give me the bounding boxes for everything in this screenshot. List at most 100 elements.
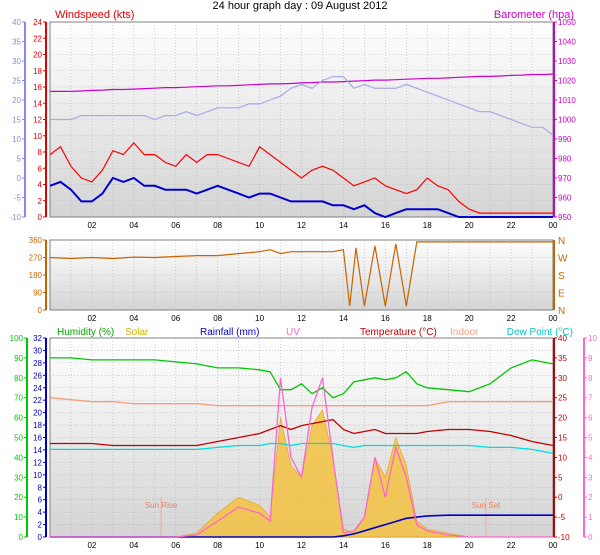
graph-title: 24 hour graph day : 09 August 2012 (212, 0, 388, 12)
rainfall-label: 28 (33, 359, 42, 368)
wind-inner-label: 20 (33, 51, 42, 60)
x-tick-label: 18 (423, 314, 432, 323)
wind-outer-label: -5 (14, 194, 22, 203)
rainfall-label: 0 (38, 533, 43, 542)
rainfall-label: 12 (33, 458, 42, 467)
baro-label: 960 (558, 194, 572, 203)
baro-label: 1010 (558, 96, 576, 105)
compass-label: N (558, 236, 565, 247)
x-tick-label: 06 (171, 314, 180, 323)
uv-label: 7 (588, 394, 593, 403)
weather-series-line (50, 377, 553, 538)
wind-inner-label: 22 (33, 34, 42, 43)
wind-outer-label: 30 (12, 57, 21, 66)
compass-label: E (558, 289, 565, 300)
x-tick-label: 12 (297, 541, 306, 550)
rainfall-label: 8 (38, 483, 43, 492)
temperature-label: 5 (558, 473, 563, 482)
weather-series-line (50, 442, 554, 455)
humidity-label: 10 (14, 513, 23, 522)
rainfall-label: 24 (33, 384, 42, 393)
rainfall-label: 18 (33, 421, 42, 430)
weather-series-line (49, 397, 553, 407)
baro-label: 1020 (558, 77, 576, 86)
uv-label: 8 (588, 374, 593, 383)
rainfall-label: 10 (33, 471, 42, 480)
temperature-legend: Temperature (°C) (360, 327, 437, 338)
x-tick-label: 06 (171, 541, 180, 550)
wind-series-line (49, 176, 553, 219)
x-tick-label: 16 (381, 314, 390, 323)
wind-axis-title: Windspeed (kts) (55, 9, 134, 21)
x-tick-label: 22 (507, 541, 516, 550)
rainfall-label: 20 (33, 409, 42, 418)
direction-deg-label: 360 (29, 236, 43, 245)
temperature-label: 20 (558, 414, 567, 423)
temperature-label: 15 (558, 434, 567, 443)
wind-inner-label: 24 (33, 18, 42, 27)
baro-label: 990 (558, 135, 572, 144)
temperature-label: 0 (558, 493, 563, 502)
x-tick-label: 00 (549, 541, 558, 550)
wind-outer-label: 15 (12, 116, 21, 125)
x-tick-label: 02 (87, 541, 96, 550)
dewpoint-legend: Dew Point (°C) (507, 327, 573, 338)
wind-series-line (49, 141, 553, 214)
humidity-legend: Humidity (%) (57, 327, 114, 338)
x-tick-label: 04 (129, 314, 138, 323)
x-tick-label: 12 (297, 314, 306, 323)
weather-series-line (50, 418, 554, 447)
compass-label: W (558, 254, 568, 265)
wind-inner-label: 12 (33, 116, 42, 125)
x-tick-label: 20 (465, 541, 474, 550)
wind-series-line (50, 76, 554, 136)
wind-outer-label: 5 (17, 155, 22, 164)
rainfall-label: 6 (38, 496, 43, 505)
uv-label: 9 (588, 354, 593, 363)
x-tick-label: 18 (423, 221, 432, 230)
compass-label: S (558, 271, 565, 282)
wind-outer-label: 0 (17, 174, 22, 183)
baro-label: 1030 (558, 57, 576, 66)
x-tick-label: 04 (129, 541, 138, 550)
humidity-label: 60 (14, 414, 23, 423)
x-tick-label: 08 (213, 221, 222, 230)
baro-label: 970 (558, 174, 572, 183)
wind-inner-label: 2 (38, 197, 43, 206)
temperature-label: 10 (558, 453, 567, 462)
temperature-label: 30 (558, 374, 567, 383)
wind-outer-label: 35 (12, 38, 21, 47)
baro-label: 950 (558, 213, 572, 222)
humidity-label: 70 (14, 394, 23, 403)
x-tick-label: 00 (549, 314, 558, 323)
humidity-label: 90 (14, 354, 23, 363)
x-tick-label: 14 (339, 541, 348, 550)
temperature-label: -10 (558, 533, 570, 542)
wind-inner-label: 14 (33, 99, 42, 108)
wind-outer-label: 25 (12, 77, 21, 86)
x-tick-label: 10 (255, 221, 264, 230)
rainfall-label: 22 (33, 396, 42, 405)
x-tick-label: 06 (171, 221, 180, 230)
wind-inner-label: 0 (38, 213, 43, 222)
wind-outer-label: 40 (12, 18, 21, 27)
rainfall-label: 4 (38, 508, 43, 517)
direction-deg-label: 90 (33, 289, 42, 298)
direction-deg-label: 0 (38, 306, 43, 315)
baro-label: 1000 (558, 116, 576, 125)
solar-legend: Solar (125, 327, 149, 338)
wind-series-line (50, 73, 554, 92)
wind-inner-label: 4 (38, 181, 43, 190)
compass-label: N (558, 306, 565, 317)
x-tick-label: 22 (507, 314, 516, 323)
baro-label: 1050 (558, 18, 576, 27)
uv-label: 10 (588, 334, 597, 343)
uv-label: 6 (588, 414, 593, 423)
humidity-label: 0 (19, 533, 24, 542)
wind-outer-label: -10 (9, 213, 21, 222)
humidity-label: 40 (14, 453, 23, 462)
uv-label: 4 (588, 453, 593, 462)
weather-series-line (50, 357, 554, 399)
uv-label: 1 (588, 513, 593, 522)
